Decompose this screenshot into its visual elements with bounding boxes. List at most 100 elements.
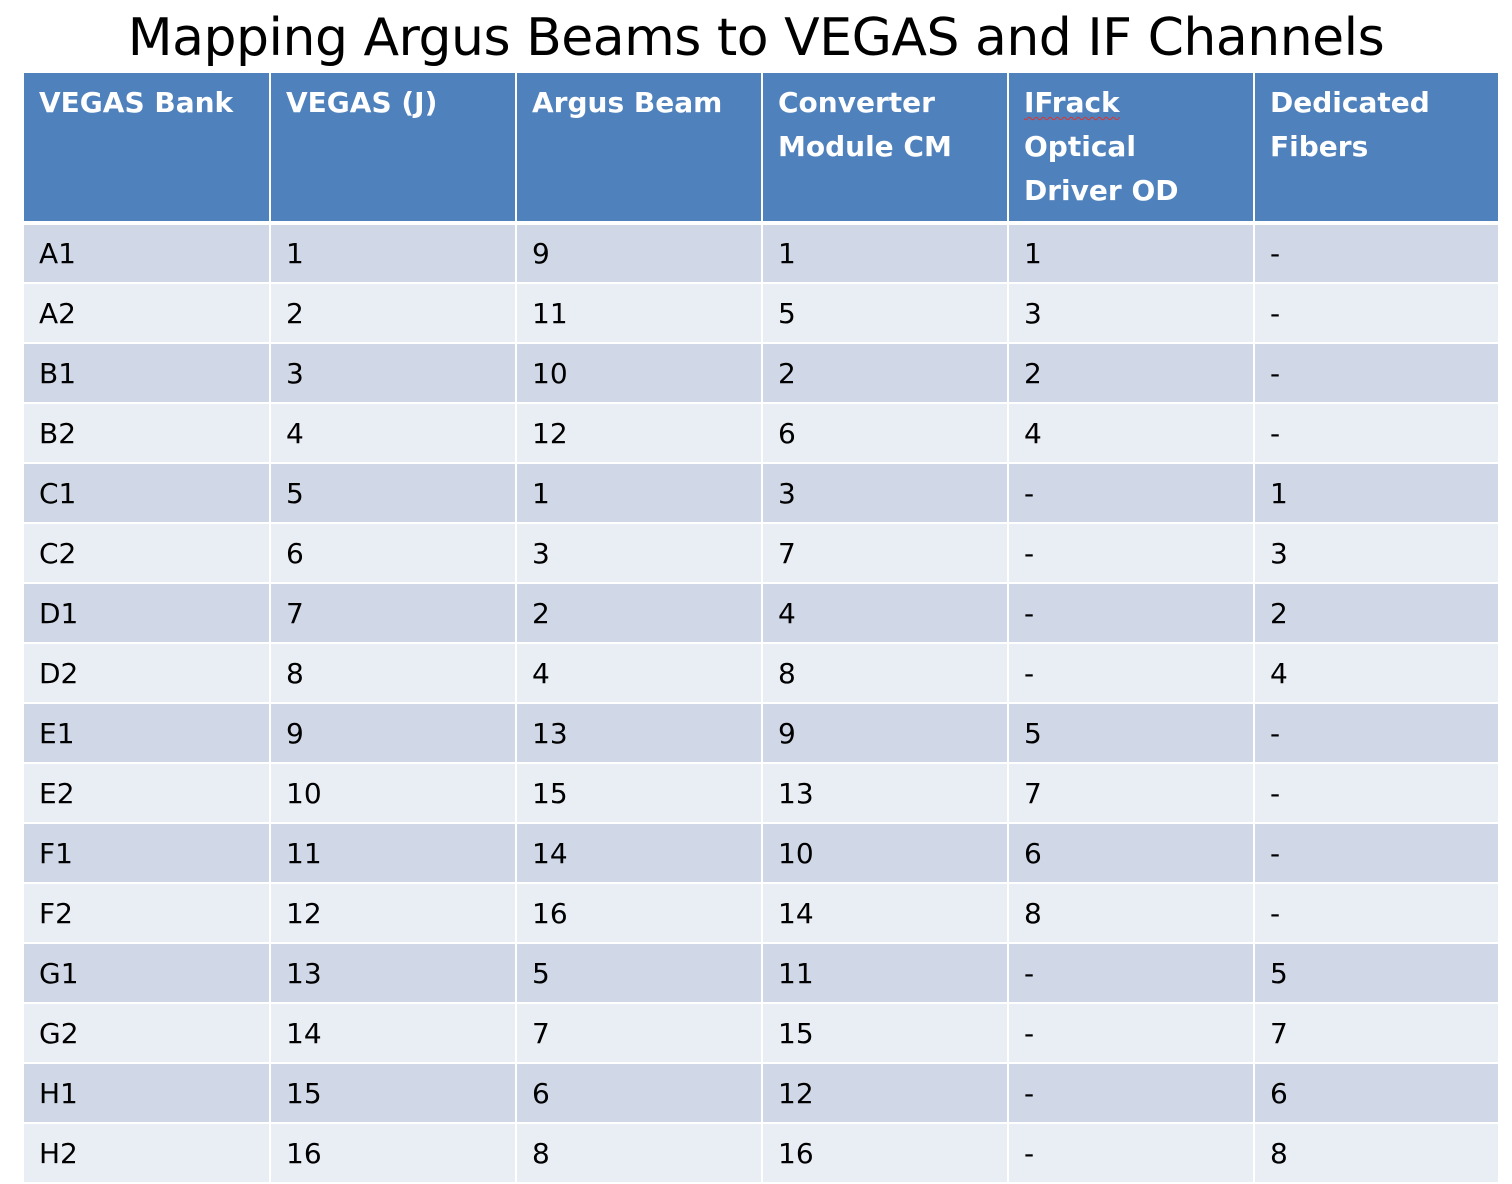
cell-vegas-bank: C2 (24, 523, 271, 584)
header-dedicated-fibers: Dedicated Fibers (1254, 73, 1498, 225)
cell-vegas-j: 9 (270, 703, 517, 764)
table-body: A1 1 9 1 1- A2 2 11 5 3- B1 3 10 2 2- B2 4 12 6 4- C1 5 1 3-1 C2… (24, 223, 1498, 1184)
cell-optical-driver: - (1008, 1063, 1255, 1124)
cell-converter-module: 14 (762, 883, 1009, 944)
cell-vegas-j: 15 (270, 1063, 517, 1124)
cell-vegas-j: 6 (270, 523, 517, 584)
cell-optical-driver: 1 (1008, 223, 1255, 284)
cell-optical-driver: - (1008, 583, 1255, 644)
cell-vegas-bank: D2 (24, 643, 271, 704)
cell-vegas-j: 8 (270, 643, 517, 704)
cell-vegas-j: 7 (270, 583, 517, 644)
table-row: D1 7 2 4-2 (24, 583, 1498, 644)
table-row: B2 4 12 6 4- (24, 403, 1498, 464)
cell-vegas-j: 2 (270, 283, 517, 344)
cell-dedicated-fibers: 1 (1254, 463, 1498, 524)
cell-converter-module: 15 (762, 1003, 1009, 1064)
cell-optical-driver: 4 (1008, 403, 1255, 464)
slide-title: Mapping Argus Beams to VEGAS and IF Chan… (127, 8, 1385, 68)
header-ifrack-rest: Optical Driver OD (1024, 130, 1179, 207)
cell-vegas-j: 11 (270, 823, 517, 884)
cell-optical-driver: 7 (1008, 763, 1255, 824)
cell-vegas-j: 5 (270, 463, 517, 524)
table-row: B1 3 10 2 2- (24, 343, 1498, 404)
table-row: F2 12 16 14 8- (24, 883, 1498, 944)
table-row: D2 8 4 8-4 (24, 643, 1498, 704)
cell-argus-beam: 2 (516, 583, 763, 644)
cell-argus-beam: 12 (516, 403, 763, 464)
cell-argus-beam: 10 (516, 343, 763, 404)
cell-argus-beam: 11 (516, 283, 763, 344)
cell-dedicated-fibers: - (1254, 283, 1498, 344)
table-row: H1 15 6 12-6 (24, 1063, 1498, 1124)
cell-optical-driver: - (1008, 523, 1255, 584)
cell-dedicated-fibers: 3 (1254, 523, 1498, 584)
cell-argus-beam: 13 (516, 703, 763, 764)
cell-converter-module: 8 (762, 643, 1009, 704)
cell-optical-driver: 5 (1008, 703, 1255, 764)
cell-converter-module: 16 (762, 1123, 1009, 1184)
cell-dedicated-fibers: - (1254, 823, 1498, 884)
beam-mapping-table: VEGAS Bank VEGAS (J) Argus Beam Converte… (24, 73, 1498, 1184)
cell-converter-module: 13 (762, 763, 1009, 824)
cell-converter-module: 9 (762, 703, 1009, 764)
cell-optical-driver: 6 (1008, 823, 1255, 884)
cell-argus-beam: 5 (516, 943, 763, 1004)
cell-dedicated-fibers: 7 (1254, 1003, 1498, 1064)
cell-converter-module: 11 (762, 943, 1009, 1004)
cell-converter-module: 5 (762, 283, 1009, 344)
cell-argus-beam: 15 (516, 763, 763, 824)
table-row: G2 14 7 15-7 (24, 1003, 1498, 1064)
cell-argus-beam: 14 (516, 823, 763, 884)
cell-converter-module: 7 (762, 523, 1009, 584)
cell-vegas-j: 13 (270, 943, 517, 1004)
cell-argus-beam: 3 (516, 523, 763, 584)
table-row: E2 10 15 13 7- (24, 763, 1498, 824)
cell-vegas-bank: B1 (24, 343, 271, 404)
header-ifrack-optical-driver: IFrack Optical Driver OD (1008, 73, 1255, 225)
cell-optical-driver: - (1008, 1003, 1255, 1064)
cell-vegas-j: 16 (270, 1123, 517, 1184)
header-ifrack-word: IFrack (1024, 86, 1120, 119)
cell-argus-beam: 4 (516, 643, 763, 704)
cell-vegas-j: 1 (270, 223, 517, 284)
cell-dedicated-fibers: 6 (1254, 1063, 1498, 1124)
cell-converter-module: 10 (762, 823, 1009, 884)
cell-argus-beam: 9 (516, 223, 763, 284)
cell-dedicated-fibers: 2 (1254, 583, 1498, 644)
table-row: H2 16 8 16-8 (24, 1123, 1498, 1184)
table-row: G1 13 5 11-5 (24, 943, 1498, 1004)
cell-converter-module: 2 (762, 343, 1009, 404)
cell-argus-beam: 6 (516, 1063, 763, 1124)
cell-argus-beam: 16 (516, 883, 763, 944)
cell-vegas-bank: F2 (24, 883, 271, 944)
cell-vegas-bank: G2 (24, 1003, 271, 1064)
cell-argus-beam: 8 (516, 1123, 763, 1184)
cell-dedicated-fibers: 5 (1254, 943, 1498, 1004)
table-row: E1 9 13 9 5- (24, 703, 1498, 764)
cell-optical-driver: 3 (1008, 283, 1255, 344)
cell-dedicated-fibers: - (1254, 763, 1498, 824)
table-row: A2 2 11 5 3- (24, 283, 1498, 344)
cell-converter-module: 3 (762, 463, 1009, 524)
cell-optical-driver: - (1008, 463, 1255, 524)
cell-argus-beam: 1 (516, 463, 763, 524)
cell-dedicated-fibers: - (1254, 403, 1498, 464)
cell-dedicated-fibers: - (1254, 223, 1498, 284)
cell-converter-module: 12 (762, 1063, 1009, 1124)
cell-vegas-bank: D1 (24, 583, 271, 644)
cell-converter-module: 4 (762, 583, 1009, 644)
cell-vegas-bank: C1 (24, 463, 271, 524)
cell-dedicated-fibers: 4 (1254, 643, 1498, 704)
cell-dedicated-fibers: 8 (1254, 1123, 1498, 1184)
cell-vegas-bank: H2 (24, 1123, 271, 1184)
cell-vegas-bank: G1 (24, 943, 271, 1004)
cell-vegas-bank: H1 (24, 1063, 271, 1124)
cell-vegas-j: 4 (270, 403, 517, 464)
cell-optical-driver: 8 (1008, 883, 1255, 944)
header-vegas-bank: VEGAS Bank (24, 73, 271, 225)
cell-vegas-bank: E1 (24, 703, 271, 764)
cell-dedicated-fibers: - (1254, 703, 1498, 764)
cell-optical-driver: - (1008, 643, 1255, 704)
header-vegas-j: VEGAS (J) (270, 73, 517, 225)
